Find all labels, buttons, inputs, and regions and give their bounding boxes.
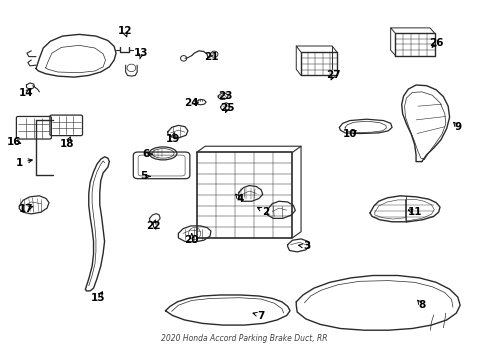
Text: 18: 18: [60, 139, 74, 149]
Text: 10: 10: [342, 129, 356, 139]
Text: 16: 16: [7, 137, 21, 147]
Text: 4: 4: [236, 194, 243, 203]
Text: 1: 1: [16, 158, 23, 168]
Text: 7: 7: [257, 311, 264, 320]
Text: 6: 6: [142, 149, 150, 159]
Text: 14: 14: [19, 87, 34, 98]
Text: 8: 8: [417, 300, 425, 310]
Text: 2020 Honda Accord Parking Brake Duct, RR: 2020 Honda Accord Parking Brake Duct, RR: [161, 334, 327, 343]
Text: 15: 15: [91, 293, 105, 303]
Text: 2: 2: [262, 207, 269, 217]
Text: 20: 20: [184, 235, 199, 244]
Text: 22: 22: [146, 221, 161, 231]
Text: 24: 24: [184, 98, 199, 108]
Text: 25: 25: [220, 103, 235, 113]
Text: 5: 5: [140, 171, 147, 181]
Text: 13: 13: [134, 48, 148, 58]
Text: 27: 27: [325, 71, 340, 80]
Text: 12: 12: [117, 26, 132, 36]
Text: 3: 3: [303, 242, 310, 251]
Text: 9: 9: [453, 122, 460, 132]
Text: 19: 19: [165, 134, 180, 144]
Text: 21: 21: [203, 51, 218, 62]
Text: 23: 23: [218, 91, 232, 101]
Text: 26: 26: [428, 38, 443, 48]
Text: 17: 17: [19, 204, 34, 214]
Text: 11: 11: [407, 207, 421, 217]
